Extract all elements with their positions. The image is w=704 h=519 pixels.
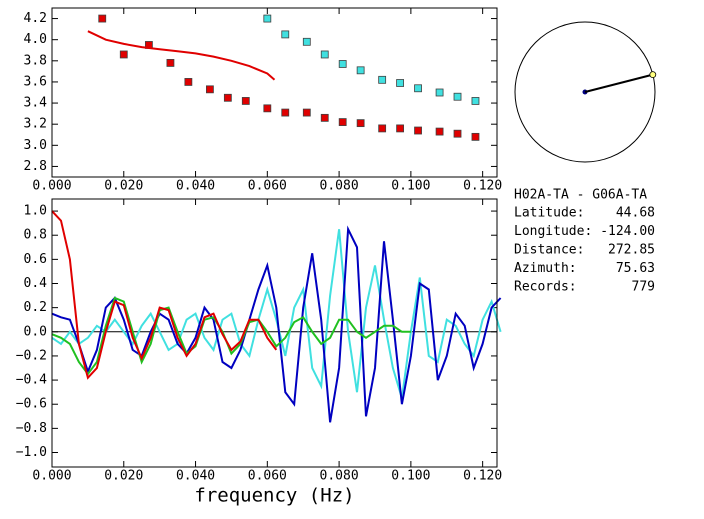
square-marker (302, 108, 311, 117)
square-marker (338, 118, 347, 126)
x-tick-label: 0.000 (32, 469, 71, 484)
x-tick-label: 0.100 (391, 179, 430, 194)
x-tick-label: 0.040 (176, 179, 215, 194)
y-tick-label: −0.4 (16, 373, 47, 388)
x-tick-label: 0.080 (320, 469, 359, 484)
y-tick-label: 4.0 (24, 32, 47, 47)
plot-frame (51, 198, 498, 468)
square-marker (356, 66, 365, 75)
info-value: 44.68 (616, 206, 655, 221)
y-tick-label: 0.8 (24, 228, 47, 243)
square-marker (263, 14, 272, 23)
square-marker (184, 78, 193, 86)
square-marker (378, 124, 387, 133)
y-tick-label: −1.0 (16, 445, 47, 460)
y-tick-label: 0.4 (24, 276, 48, 291)
square-marker (435, 88, 444, 97)
x-tick-label: 0.080 (320, 179, 359, 194)
y-tick-label: 3.0 (24, 138, 47, 153)
square-marker (281, 30, 290, 39)
x-tick-label: 0.100 (391, 469, 430, 484)
square-marker (223, 93, 232, 102)
square-marker (119, 50, 128, 59)
line-series (51, 225, 502, 423)
y-tick-label: 0.6 (24, 252, 47, 267)
azimuth-line (584, 73, 654, 93)
square-marker (241, 97, 250, 105)
square-marker (281, 108, 290, 117)
y-tick-label: 3.4 (24, 96, 48, 111)
x-tick-label: 0.060 (248, 179, 287, 194)
info-value: 75.63 (616, 261, 655, 276)
square-marker (320, 50, 329, 59)
square-marker (302, 37, 311, 46)
info-label: Azimuth: (514, 261, 577, 276)
y-tick-label: 3.6 (24, 74, 47, 89)
square-marker (98, 14, 107, 23)
info-value: 272.85 (608, 243, 655, 258)
x-axis-label: frequency (Hz) (194, 485, 354, 507)
y-tick-label: 3.8 (24, 53, 47, 68)
x-tick-label: 0.020 (104, 179, 143, 194)
x-tick-label: 0.120 (463, 469, 502, 484)
y-tick-label: 3.2 (24, 117, 47, 132)
y-tick-label: −0.6 (16, 397, 47, 412)
azimuth-circle (514, 21, 656, 163)
info-value: -124.00 (600, 224, 655, 239)
square-marker (471, 97, 480, 105)
info-label: Records: (514, 280, 577, 295)
y-tick-label: −0.2 (16, 348, 47, 363)
square-marker (206, 85, 214, 94)
line-series (51, 210, 278, 380)
info-value: 779 (632, 280, 655, 295)
line-series (87, 30, 276, 81)
square-marker (263, 104, 272, 113)
square-marker (453, 92, 462, 101)
x-tick-label: 0.120 (463, 179, 502, 194)
y-tick-label: 4.2 (24, 11, 47, 26)
square-marker (435, 127, 444, 136)
station-pair: H02A-TA - G06A-TA (514, 188, 647, 203)
y-tick-label: 2.8 (24, 159, 47, 174)
info-label: Distance: (514, 243, 584, 258)
square-marker (414, 126, 422, 135)
x-tick-label: 0.060 (248, 469, 287, 484)
plot-frame (51, 7, 498, 178)
x-tick-label: 0.040 (176, 469, 215, 484)
x-tick-label: 0.020 (104, 469, 143, 484)
square-marker (471, 132, 480, 141)
line-series (51, 296, 411, 376)
square-marker (453, 129, 462, 138)
info-label: Latitude: (514, 206, 584, 221)
x-tick-label: 0.000 (32, 179, 71, 194)
square-marker (396, 79, 405, 87)
square-marker (414, 84, 422, 93)
square-marker (320, 113, 329, 122)
square-marker (356, 119, 365, 128)
y-tick-label: 0.2 (24, 300, 47, 315)
y-tick-label: 0.0 (24, 324, 47, 339)
line-series (51, 229, 502, 399)
square-marker (378, 75, 387, 84)
square-marker (166, 59, 175, 67)
y-tick-label: −0.8 (16, 421, 47, 436)
azimuth-end (649, 71, 657, 79)
square-marker (338, 60, 347, 68)
square-marker (396, 124, 405, 133)
info-label: Longitude: (514, 224, 592, 239)
y-tick-label: 1.0 (24, 204, 47, 219)
